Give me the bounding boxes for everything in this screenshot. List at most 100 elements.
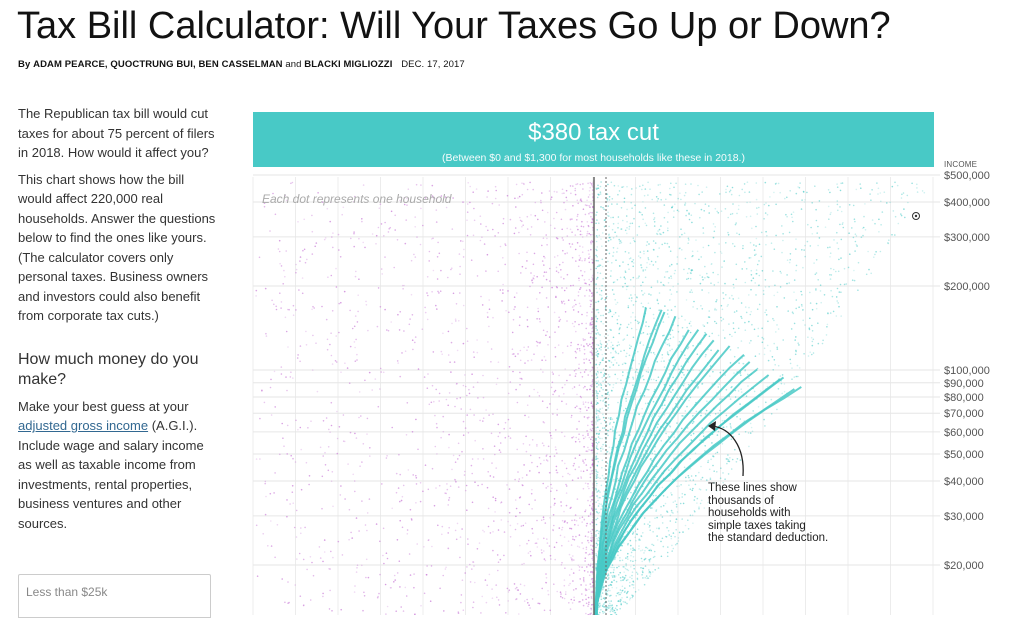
household-dot	[539, 320, 541, 323]
household-dot	[625, 400, 627, 402]
household-dot	[397, 313, 399, 316]
household-dot	[327, 446, 330, 448]
household-dot	[637, 255, 640, 257]
household-dot	[595, 458, 597, 461]
household-dot	[597, 260, 599, 262]
household-dot	[670, 277, 673, 280]
household-dot	[610, 417, 612, 419]
household-dot	[379, 388, 381, 390]
household-dot	[761, 327, 763, 330]
income-option-less-than-25k[interactable]: Less than $25k	[18, 574, 211, 610]
household-dot	[368, 498, 371, 500]
household-dot	[357, 294, 360, 297]
household-dot	[666, 242, 669, 245]
household-dot	[687, 237, 690, 240]
household-dot	[358, 391, 361, 393]
household-dot	[788, 231, 791, 234]
household-dot	[532, 188, 534, 191]
agi-link[interactable]: adjusted gross income	[18, 418, 149, 433]
household-dot	[549, 609, 551, 612]
byline: By ADAM PEARCE, QUOCTRUNG BUI, BEN CASSE…	[18, 59, 465, 70]
household-dot	[278, 250, 281, 253]
household-dot	[629, 581, 631, 584]
household-dot	[291, 491, 294, 494]
household-dot	[581, 599, 584, 601]
household-dot	[589, 480, 592, 482]
household-dot	[755, 198, 758, 201]
household-dot	[815, 307, 818, 310]
household-dot	[574, 299, 576, 302]
household-dot	[573, 599, 575, 601]
household-dot	[589, 361, 592, 364]
household-dot	[440, 195, 443, 197]
household-dot	[566, 273, 569, 276]
household-dot	[379, 306, 382, 308]
household-dot	[672, 547, 675, 550]
household-dot	[576, 428, 578, 430]
household-dot	[765, 314, 768, 316]
household-dot	[738, 204, 740, 207]
household-dot	[563, 192, 565, 194]
household-dot	[591, 448, 594, 451]
household-dot	[692, 415, 694, 417]
household-dot	[591, 436, 593, 438]
household-dot	[290, 371, 292, 374]
household-dot	[600, 515, 602, 518]
household-dot	[569, 185, 572, 187]
household-dot	[592, 279, 594, 282]
household-dot	[589, 496, 591, 498]
household-dot	[652, 352, 655, 354]
household-dot	[727, 473, 730, 475]
household-dot	[662, 545, 665, 548]
household-dot	[582, 577, 585, 579]
household-dot	[617, 401, 619, 404]
highlight-household-marker[interactable]	[912, 212, 920, 220]
household-dot	[516, 292, 518, 294]
household-dot	[525, 435, 527, 438]
household-dot	[534, 499, 536, 501]
household-dot	[587, 539, 589, 542]
household-dot	[833, 239, 835, 241]
household-dot	[865, 273, 868, 276]
household-dot	[572, 538, 574, 540]
household-dot	[406, 533, 409, 535]
household-dot	[356, 564, 359, 566]
household-dot	[606, 593, 608, 595]
household-dot	[612, 251, 615, 254]
household-dot	[596, 529, 598, 532]
household-dot	[541, 244, 543, 247]
household-dot	[525, 450, 528, 453]
household-dot	[612, 576, 614, 578]
household-dot	[569, 608, 572, 610]
household-dot	[782, 233, 784, 235]
household-dot	[631, 571, 634, 573]
household-dot	[696, 502, 698, 504]
household-dot	[739, 418, 742, 420]
household-dot	[606, 432, 608, 435]
household-dot	[714, 207, 717, 210]
household-dot	[487, 471, 490, 473]
household-dot	[622, 339, 624, 341]
household-dot	[812, 338, 815, 341]
household-dot	[655, 508, 658, 511]
household-dot	[602, 603, 605, 605]
household-dot	[815, 272, 818, 274]
household-dot	[582, 470, 585, 473]
household-dot	[545, 582, 548, 584]
household-dot	[353, 200, 355, 203]
byline-authors[interactable]: ADAM PEARCE, QUOCTRUNG BUI, BEN CASSELMA…	[33, 59, 283, 70]
household-dot	[621, 597, 623, 599]
household-dot	[633, 239, 635, 242]
household-dot	[613, 575, 616, 577]
household-dot	[563, 303, 566, 305]
household-dot	[769, 350, 772, 352]
household-dot	[399, 375, 402, 378]
byline-last-author[interactable]: BLACKI MIGLIOZZI	[304, 59, 393, 70]
household-dot	[578, 433, 580, 436]
household-dot	[583, 519, 586, 521]
household-dot	[589, 564, 592, 567]
household-dot	[349, 431, 352, 434]
household-dot	[595, 534, 597, 536]
household-dot	[790, 213, 793, 216]
